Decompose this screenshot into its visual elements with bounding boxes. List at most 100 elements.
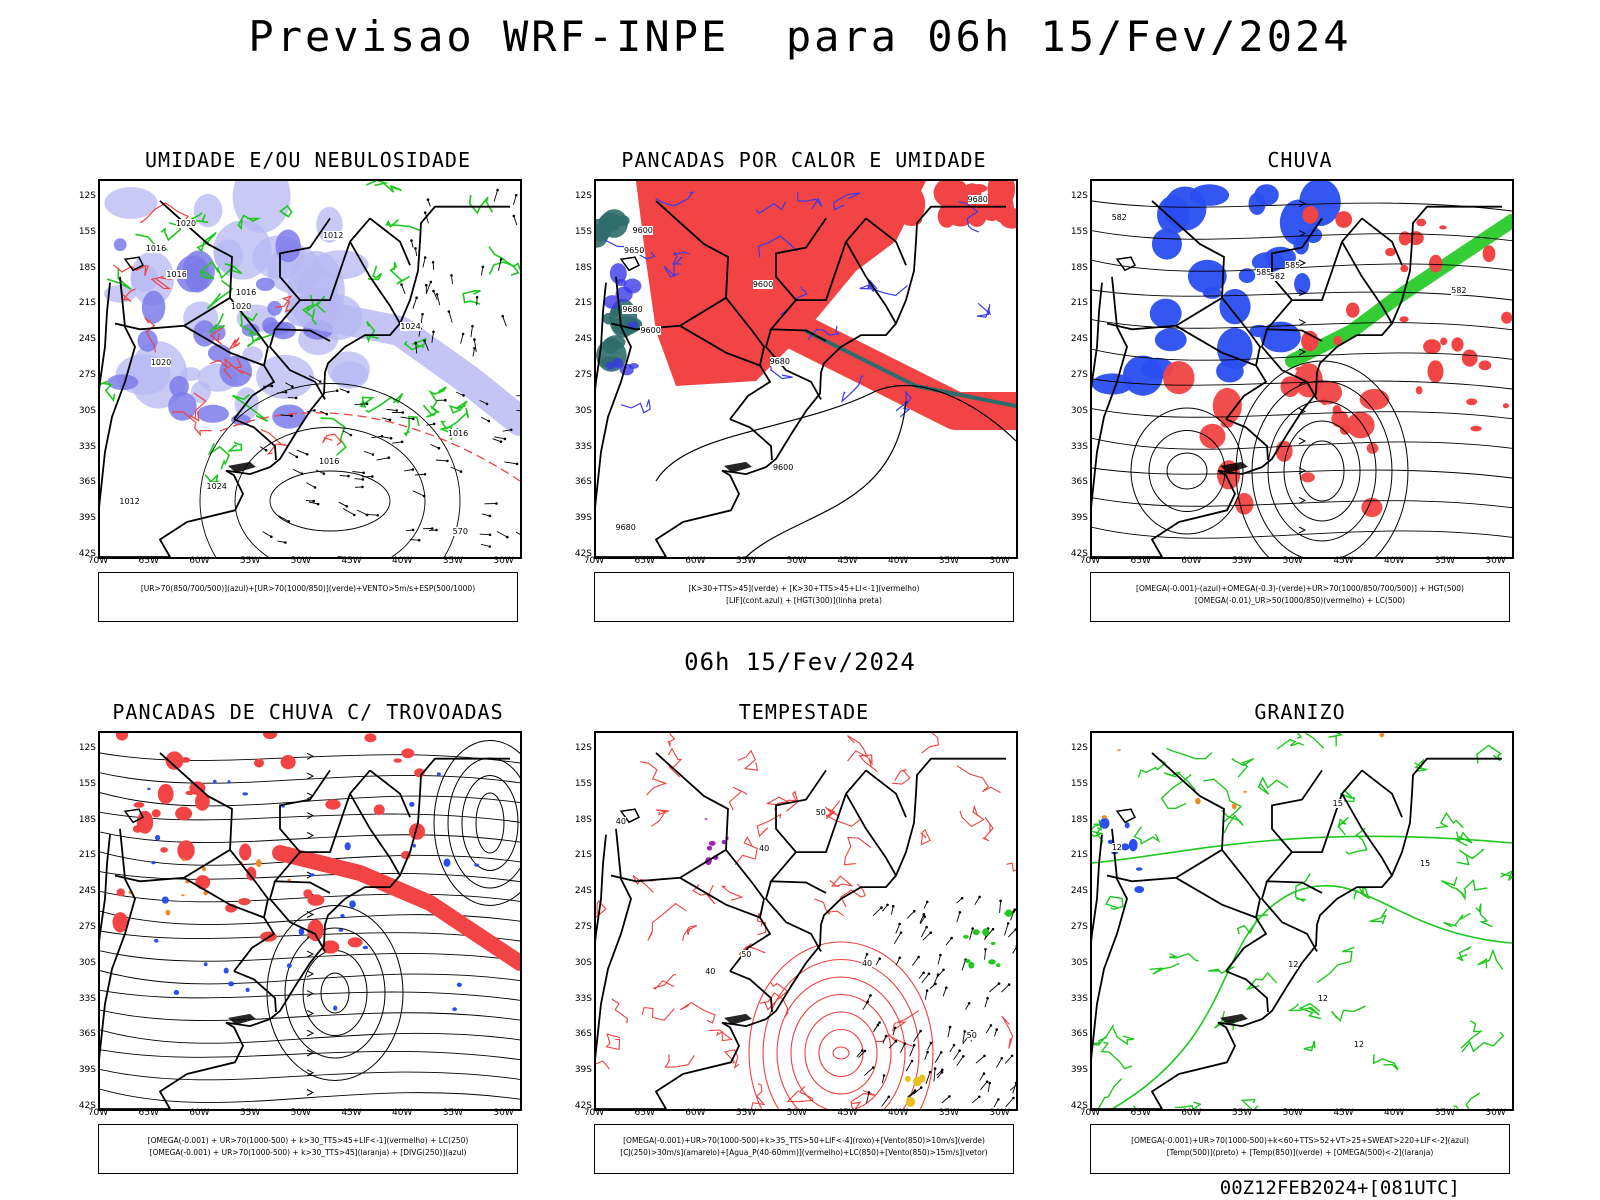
contour-label: 585: [1285, 261, 1301, 271]
longitude-tick-label: 30W: [1485, 1108, 1506, 1118]
latitude-tick-label: 18S: [574, 262, 592, 273]
latitude-tick-label: 42S: [78, 1101, 96, 1111]
contour-label: 9600: [640, 325, 661, 335]
longitude-tick-label: 70W: [1079, 556, 1101, 566]
longitude-tick-label: 35W: [442, 1108, 464, 1118]
latitude-tick-label: 33S: [1070, 993, 1088, 1004]
latitude-tick-label: 30S: [78, 957, 96, 968]
latitude-tick-label: 21S: [1070, 298, 1088, 309]
latitude-tick-label: 18S: [1070, 262, 1088, 273]
latitude-tick-label: 12S: [574, 191, 592, 201]
panel-title: PANCADAS DE CHUVA C/ TROVOADAS: [112, 700, 504, 724]
longitude-tick-label: 55W: [1231, 1108, 1253, 1118]
longitude-tick-label: 40W: [888, 1108, 909, 1118]
contour-label: 12: [1353, 1039, 1364, 1049]
latitude-tick-label: 30S: [1070, 957, 1088, 968]
longitude-tick-label: 45W: [341, 1108, 362, 1118]
forecast-map: [98, 731, 522, 1111]
forecast-map: [98, 179, 522, 559]
panel-legend: [UR>70(850/700/500)](azul)+[UR>70(1000/8…: [98, 572, 518, 622]
longitude-tick-label: 30W: [493, 1108, 514, 1118]
latitude-tick-label: 36S: [574, 477, 592, 488]
contour-label: 1016: [318, 457, 340, 467]
longitude-tick-label: 70W: [583, 556, 605, 566]
longitude-tick-label: 65W: [138, 1108, 159, 1118]
contour-label: 585: [1256, 267, 1272, 277]
longitude-tick-label: 55W: [239, 556, 261, 566]
latitude-tick-label: 36S: [78, 1029, 96, 1040]
legend-line: [OMEGA(-0.001) + UR>70(1000-500) + k>30_…: [149, 1148, 467, 1157]
contour-label: 40: [615, 816, 626, 826]
panel-title: GRANIZO: [1254, 700, 1346, 724]
latitude-tick-label: 30S: [1070, 405, 1088, 416]
latitude-tick-label: 15S: [574, 226, 592, 237]
longitude-tick-label: 35W: [442, 556, 464, 566]
contour-label: 40: [705, 966, 716, 976]
panel-legend: [OMEGA(-0.001)+UR>70(1000-500)+k<60+TTS>…: [1090, 1124, 1510, 1174]
latitude-tick-label: 36S: [1070, 477, 1088, 488]
longitude-tick-label: 30W: [493, 556, 514, 566]
contour-label: 1020: [230, 301, 252, 311]
legend-line: [OMEGA(-0.001)+UR>70(1000-500)+k>35_TTS>…: [623, 1136, 985, 1145]
longitude-tick-label: 60W: [685, 1108, 706, 1118]
contour-label: 582: [1111, 212, 1127, 222]
row-time-label: 06h 15/Fev/2024: [684, 648, 916, 676]
longitude-tick-label: 30W: [989, 556, 1010, 566]
longitude-tick-label: 70W: [87, 556, 109, 566]
longitude-tick-label: 60W: [685, 556, 706, 566]
latitude-tick-label: 27S: [574, 922, 592, 932]
latitude-tick-label: 33S: [78, 993, 96, 1004]
contour-label: 9600: [772, 462, 794, 472]
longitude-tick-label: 65W: [1130, 556, 1151, 566]
latitude-tick-label: 42S: [78, 549, 96, 559]
longitude-tick-label: 45W: [837, 1108, 858, 1118]
latitude-tick-label: 15S: [1070, 778, 1088, 789]
latitude-tick-label: 42S: [574, 549, 592, 559]
contour-label: 12: [1111, 843, 1123, 853]
contour-label: 15: [1332, 799, 1343, 809]
latitude-tick-label: 12S: [78, 191, 96, 201]
legend-line: [LIF](cont.azul) + [HGT(300)](linha pret…: [726, 596, 882, 605]
legend-line: [OMEGA(-0.01)_UR>50(1000/850)(vermelho) …: [1194, 596, 1406, 605]
contour-label: 1024: [400, 321, 421, 331]
longitude-tick-label: 30W: [989, 1108, 1010, 1118]
longitude-tick-label: 30W: [1485, 556, 1506, 566]
contour-label: 1020: [150, 357, 172, 367]
contour-label: 1020: [175, 218, 197, 228]
latitude-tick-label: 42S: [574, 1101, 592, 1111]
longitude-tick-label: 65W: [634, 556, 655, 566]
latitude-tick-label: 15S: [574, 778, 592, 789]
latitude-tick-label: 30S: [574, 957, 592, 968]
legend-line: [K>30+TTS>45](verde) + [K>30+TTS>45+LI<-…: [688, 584, 920, 593]
longitude-tick-label: 50W: [290, 556, 311, 566]
longitude-tick-label: 60W: [1181, 556, 1202, 566]
panel-legend: [K>30+TTS>45](verde) + [K>30+TTS>45+LI<-…: [594, 572, 1014, 622]
panel-legend: [OMEGA(-0.001)+UR>70(1000-500)+k>35_TTS>…: [594, 1124, 1014, 1174]
latitude-tick-label: 33S: [78, 441, 96, 452]
contour-label: 12: [1288, 960, 1299, 970]
panel-title: CHUVA: [1267, 148, 1333, 172]
contour-label: 1016: [166, 270, 187, 280]
contour-label: 9650: [623, 246, 645, 256]
latitude-tick-label: 12S: [574, 743, 592, 753]
longitude-tick-label: 50W: [786, 556, 807, 566]
contour-label: 50: [815, 807, 826, 817]
legend-line: [OMEGA(-0.001) + UR>70(1000-500) + k>30_…: [147, 1136, 469, 1145]
longitude-tick-label: 35W: [1434, 556, 1456, 566]
contour-label: 15: [1420, 858, 1431, 868]
latitude-tick-label: 12S: [1070, 743, 1088, 753]
contour-label: 40: [759, 843, 770, 853]
legend-line: [Temp(500)](preto) + [Temp(850)](verde) …: [1166, 1148, 1434, 1157]
longitude-tick-label: 70W: [583, 1108, 605, 1118]
longitude-tick-label: 35W: [938, 556, 960, 566]
latitude-tick-label: 33S: [1070, 441, 1088, 452]
latitude-tick-label: 27S: [1070, 922, 1088, 932]
latitude-tick-label: 39S: [78, 513, 96, 524]
forecast-map: [1090, 179, 1514, 559]
contour-label: 1012: [119, 496, 140, 506]
latitude-tick-label: 36S: [574, 1029, 592, 1040]
legend-line: [OMEGA(-0.001)+UR>70(1000-500)+k<60+TTS>…: [1131, 1136, 1469, 1145]
longitude-tick-label: 50W: [290, 1108, 311, 1118]
latitude-tick-label: 15S: [78, 226, 96, 237]
latitude-tick-label: 24S: [574, 334, 592, 345]
